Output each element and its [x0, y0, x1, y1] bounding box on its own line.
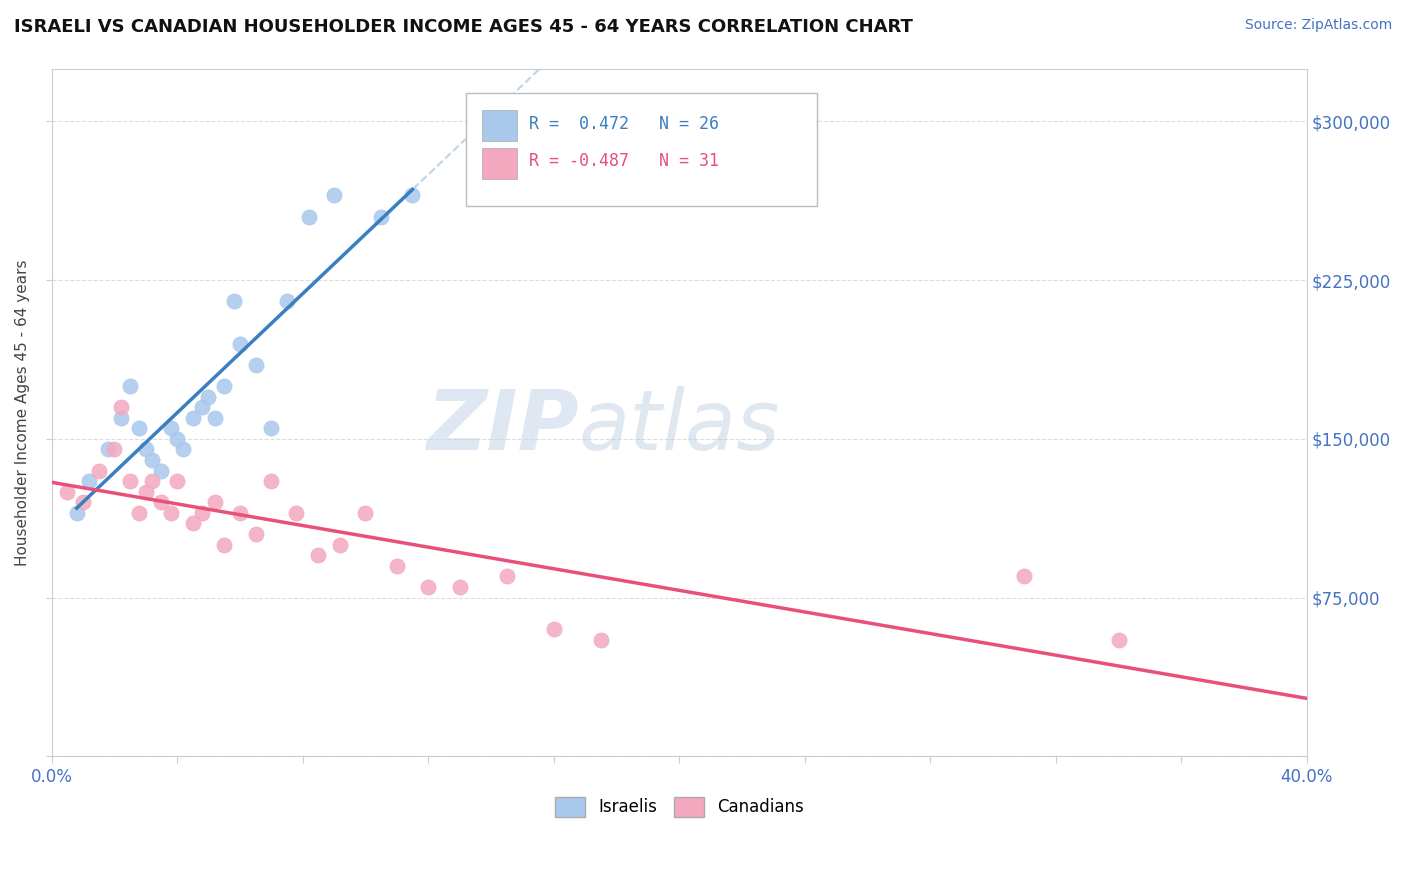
Point: [166, 432, 188, 446]
Point: [141, 474, 163, 488]
Text: ISRAELI VS CANADIAN HOUSEHOLDER INCOME AGES 45 - 64 YEARS CORRELATION CHART: ISRAELI VS CANADIAN HOUSEHOLDER INCOME A…: [14, 18, 912, 36]
Point: [329, 538, 352, 552]
Point: [118, 474, 141, 488]
Point: [159, 421, 181, 435]
Point: [204, 410, 226, 425]
Point: [543, 622, 565, 636]
Point: [229, 506, 252, 520]
Point: [245, 358, 267, 372]
Point: [128, 421, 150, 435]
Point: [66, 506, 89, 520]
Point: [191, 506, 214, 520]
Point: [150, 495, 173, 509]
Text: Source: ZipAtlas.com: Source: ZipAtlas.com: [1244, 18, 1392, 32]
Point: [401, 188, 423, 202]
Point: [449, 580, 471, 594]
Point: [159, 506, 181, 520]
Y-axis label: Householder Income Ages 45 - 64 years: Householder Income Ages 45 - 64 years: [15, 260, 30, 566]
Point: [260, 421, 283, 435]
Point: [103, 442, 125, 457]
Point: [97, 442, 120, 457]
Point: [323, 188, 346, 202]
Point: [1108, 632, 1130, 647]
Point: [418, 580, 440, 594]
Bar: [482, 110, 517, 141]
Point: [172, 442, 194, 457]
Point: [87, 464, 110, 478]
Point: [222, 294, 245, 309]
FancyBboxPatch shape: [465, 93, 817, 206]
Point: [212, 379, 235, 393]
Point: [276, 294, 298, 309]
Point: [181, 410, 204, 425]
Point: [204, 495, 226, 509]
Point: [212, 538, 235, 552]
Point: [77, 474, 100, 488]
Point: [128, 506, 150, 520]
Point: [1014, 569, 1036, 583]
Point: [307, 548, 329, 562]
Point: [285, 506, 308, 520]
Point: [589, 632, 612, 647]
Point: [110, 410, 132, 425]
Point: [197, 390, 219, 404]
Point: [260, 474, 283, 488]
Point: [56, 484, 79, 499]
Text: R =  0.472   N = 26: R = 0.472 N = 26: [529, 115, 718, 133]
Point: [385, 558, 408, 573]
Point: [72, 495, 94, 509]
Point: [229, 336, 252, 351]
Point: [166, 474, 188, 488]
Point: [150, 464, 173, 478]
Point: [495, 569, 517, 583]
Point: [191, 400, 214, 414]
Legend: Israelis, Canadians: Israelis, Canadians: [548, 790, 810, 823]
Text: ZIP: ZIP: [426, 385, 579, 467]
Point: [110, 400, 132, 414]
Text: atlas: atlas: [579, 385, 780, 467]
Bar: [482, 147, 517, 178]
Point: [370, 210, 392, 224]
Point: [135, 484, 157, 499]
Point: [181, 516, 204, 531]
Point: [141, 453, 163, 467]
Text: R = -0.487   N = 31: R = -0.487 N = 31: [529, 153, 718, 170]
Point: [298, 210, 321, 224]
Point: [245, 527, 267, 541]
Point: [135, 442, 157, 457]
Point: [354, 506, 377, 520]
Point: [118, 379, 141, 393]
